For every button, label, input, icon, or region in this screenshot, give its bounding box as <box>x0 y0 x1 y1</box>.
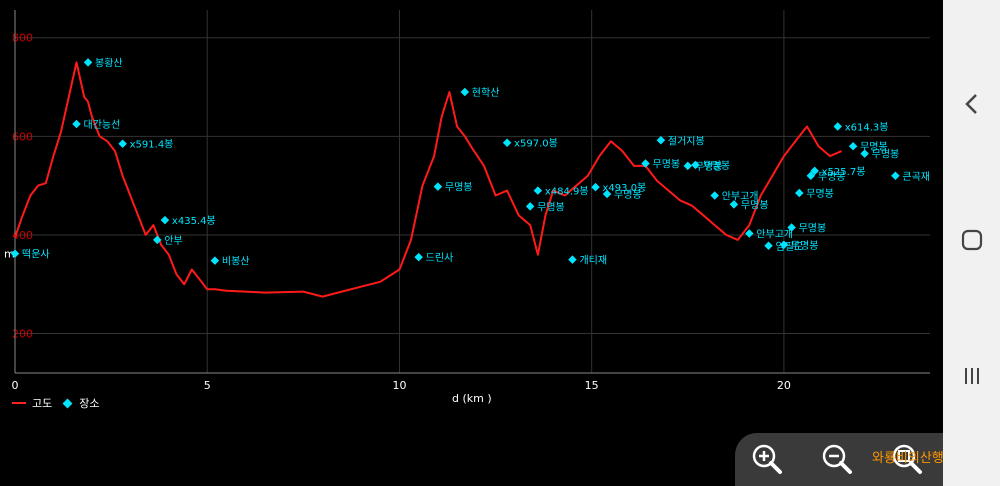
place-label: 무명봉 <box>872 149 900 161</box>
place-marker <box>710 191 719 200</box>
place-marker <box>460 87 470 97</box>
recents-icon <box>964 368 979 384</box>
back-button[interactable] <box>943 84 1000 124</box>
place-marker <box>118 139 127 148</box>
place-marker <box>591 182 600 192</box>
back-icon <box>964 94 977 114</box>
place-marker <box>833 122 842 131</box>
zoom-in-icon <box>752 444 782 474</box>
place-label: x614.3봉 <box>845 121 889 133</box>
zoom-in-button[interactable] <box>749 441 785 477</box>
recents-button[interactable] <box>943 356 1000 396</box>
y-tick-label: 800 <box>12 32 33 45</box>
place-marker <box>533 186 543 195</box>
place-label: 무명봉 <box>791 240 819 252</box>
place-marker <box>525 202 535 211</box>
legend-marker-swatch <box>62 398 73 408</box>
legend-line-label: 고도 <box>32 397 53 410</box>
place-marker <box>683 161 693 171</box>
place-label: 드린사 <box>426 252 454 264</box>
place-label: x525.7봉 <box>822 166 866 178</box>
y-tick-label: 200 <box>12 328 33 341</box>
reset-zoom-icon <box>892 444 922 474</box>
place-label: 안부고개 <box>756 228 793 240</box>
place-label: 봉황산 <box>95 57 123 69</box>
place-label: 무명봉 <box>860 141 888 153</box>
place-label: 비봉산 <box>222 256 250 268</box>
place-label: 떡운사 <box>22 249 50 261</box>
place-marker <box>210 256 220 265</box>
place-marker <box>656 136 666 145</box>
place-marker <box>414 252 423 262</box>
legend-marker-label: 장소 <box>79 397 100 410</box>
place-label: x591.4봉 <box>130 139 174 151</box>
chart-legend: 고도 장소 <box>12 395 100 411</box>
place-marker <box>568 255 577 264</box>
y-axis-label: m <box>4 248 15 261</box>
place-label: 무명봉 <box>702 160 730 172</box>
place-label: 무명봉 <box>818 171 846 183</box>
place-marker <box>72 119 81 129</box>
place-label: 안부 <box>164 235 182 247</box>
place-label: x493.0봉 <box>603 182 647 194</box>
place-marker <box>83 58 93 67</box>
place-label: 무명봉 <box>614 189 642 201</box>
reset-zoom-button[interactable] <box>889 441 925 477</box>
place-label: 무명봉 <box>537 201 565 213</box>
legend-line-swatch <box>12 402 26 404</box>
place-label: 안부고개 <box>722 191 759 203</box>
place-label: 절거지봉 <box>668 134 705 147</box>
android-nav-bar <box>943 0 1000 486</box>
place-label: 무명봉 <box>695 161 723 173</box>
x-tick-label: 0 <box>12 379 19 392</box>
place-label: x484.9봉 <box>545 186 589 198</box>
zoom-toolbar <box>735 433 943 486</box>
place-marker <box>795 188 804 198</box>
elevation-line <box>14 61 842 298</box>
x-tick-label: 10 <box>392 379 406 392</box>
place-marker <box>891 171 900 181</box>
zoom-out-button[interactable] <box>819 441 855 477</box>
place-marker <box>153 235 162 245</box>
x-axis-label: d (km ) <box>452 392 492 405</box>
place-label: 무명봉 <box>806 188 834 200</box>
home-button[interactable] <box>943 220 1000 260</box>
x-tick-label: 20 <box>777 379 791 392</box>
y-tick-label: 600 <box>12 130 33 143</box>
place-label: 무명봉 <box>799 223 827 235</box>
place-label: 무명봉 <box>653 158 681 170</box>
place-label: 큰곡재 <box>902 171 930 183</box>
place-marker <box>764 241 773 251</box>
home-icon <box>961 229 982 251</box>
place-label: 무명봉 <box>741 199 769 211</box>
place-label: x435.4봉 <box>172 215 216 227</box>
x-tick-label: 5 <box>204 379 211 392</box>
place-marker <box>848 141 858 151</box>
place-label: 개티재 <box>579 255 607 267</box>
x-tick-label: 15 <box>585 379 599 392</box>
place-label: x597.0봉 <box>514 138 558 150</box>
place-marker <box>433 182 443 191</box>
place-label: 현학산 <box>472 87 500 99</box>
place-label: 대간능선 <box>84 119 121 131</box>
place-label: 무명봉 <box>445 182 473 194</box>
place-marker <box>502 138 512 147</box>
place-marker <box>160 215 170 225</box>
zoom-out-icon <box>822 444 852 474</box>
